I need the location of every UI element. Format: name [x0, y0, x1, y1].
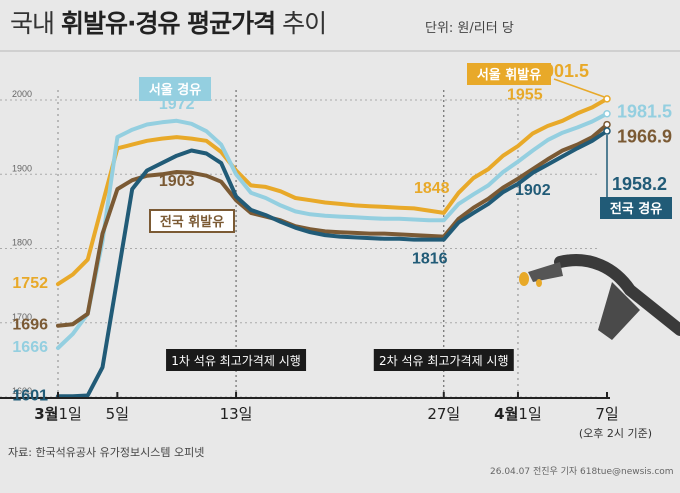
annotation-box-1 [373, 349, 514, 371]
endpoint-seoul_diesel [603, 109, 611, 118]
x-tick-label-4: 4월1일 [494, 405, 542, 423]
y-tick-label-1700: 1700 [12, 312, 32, 322]
value-label-seoul_gasoline-32: 1955 [507, 86, 543, 103]
x-tick-month: 4월 [494, 405, 518, 423]
value-label-national_gasoline-8: 1903 [159, 173, 195, 190]
value-label-national_gasoline-0: 1696 [12, 317, 48, 334]
y-tick-label-2000: 2000 [12, 89, 32, 99]
y-tick-label-1900: 1900 [12, 163, 32, 173]
nozzle-grip [598, 282, 640, 340]
series-line-seoul_gasoline [56, 96, 609, 287]
endpoint-national_gasoline [603, 120, 611, 129]
header-divider [0, 50, 680, 52]
value-label-seoul_gasoline-26: 1848 [414, 180, 450, 197]
series-line-national_diesel [56, 129, 609, 399]
fuel-nozzle-icon [519, 254, 680, 340]
nozzle-hose [554, 254, 680, 336]
annotation-label-1: 2차 석유 최고가격제 시행 [379, 353, 508, 368]
y-tick-label-1800: 1800 [12, 238, 32, 248]
series-line-seoul_diesel [56, 111, 609, 350]
endpoint-national_diesel [603, 127, 611, 135]
source-label: 자료: 한국석유공사 유가정보시스템 오피넷 [8, 446, 205, 459]
annotations: 1차 석유 최고가격제 시행 2차 석유 최고가격제 시행 [166, 349, 514, 371]
tag-leader-seoul-gasoline [553, 78, 605, 98]
x-tick-day: 1일 [58, 405, 81, 423]
title-suffix: 추이 [275, 9, 327, 38]
x-tick-label-0: 3월1일 [34, 405, 82, 423]
x-tick-label-3: 27일 [427, 405, 460, 423]
nozzle-spout [528, 262, 563, 282]
series-tag-label-seoul_gasoline: 서울 휘발유 [477, 67, 541, 83]
x-tick-day: 7일 [595, 405, 618, 423]
value-label-national_diesel-0: 1601 [12, 387, 48, 404]
header: 국내 휘발유·경유 평균가격 추이 단위: 원/리터 당 [0, 0, 680, 50]
annotation-box-0 [166, 349, 307, 371]
x-axis: 3월1일 5일 13일 27일 4월1일 7일(오후 2시 기준) [0, 392, 652, 440]
endpoint-seoul_gasoline [603, 95, 611, 103]
series-lines [56, 95, 611, 399]
series-tag-bg-seoul_gasoline [467, 63, 551, 85]
x-tick-day: 5일 [106, 405, 129, 423]
series-tag-bg-seoul_diesel [139, 77, 211, 101]
value-label-national_diesel-32: 1902 [515, 182, 551, 199]
value-label-seoul_gasoline-0: 1752 [12, 275, 48, 292]
value-label-seoul_diesel-37: 1981.5 [617, 102, 672, 122]
x-tick-day: 27일 [427, 405, 460, 423]
x-tick-day: 1일 [518, 405, 541, 423]
title-prefix: 국내 [10, 9, 61, 38]
series-tag-bg-national_diesel [600, 197, 672, 219]
series-tag-label-national_diesel: 전국 경유 [610, 201, 662, 217]
value-label-national_diesel-37: 1958.2 [612, 174, 667, 194]
series-tag-label-seoul_diesel: 서울 경유 [149, 82, 201, 98]
fuel-drop-small [536, 279, 542, 287]
fuel-drop [519, 272, 529, 286]
x-tick-label-1: 5일 [106, 405, 129, 423]
reference-lines [57, 90, 519, 397]
x-tick-label-2: 13일 [220, 405, 253, 423]
x-tick-label-5: 7일 [595, 405, 618, 423]
page-title: 국내 휘발유·경유 평균가격 추이 [10, 9, 327, 39]
y-tick-label-1600: 1600 [12, 386, 32, 396]
series-tag-bg-national_gasoline [149, 209, 235, 233]
series-tag-label-national_gasoline: 전국 휘발유 [160, 214, 224, 230]
x-tick-day: 13일 [220, 405, 253, 423]
series-line-national_gasoline [56, 122, 609, 328]
x-note-label: (오후 2시 기준) [579, 427, 652, 440]
unit-label: 단위: 원/리터 당 [425, 21, 514, 36]
title-main: 휘발유·경유 평균가격 [60, 9, 276, 38]
annotation-label-0: 1차 석유 최고가격제 시행 [171, 353, 300, 368]
credit-label: 26.04.07 전진우 기자 618tue@newsis.com [490, 467, 674, 477]
value-label-seoul_diesel-0: 1666 [12, 339, 48, 356]
value-label-national_diesel-26: 1816 [412, 251, 448, 268]
value-label-national_gasoline-37: 1966.9 [617, 127, 672, 147]
x-tick-month: 3월 [34, 405, 58, 423]
